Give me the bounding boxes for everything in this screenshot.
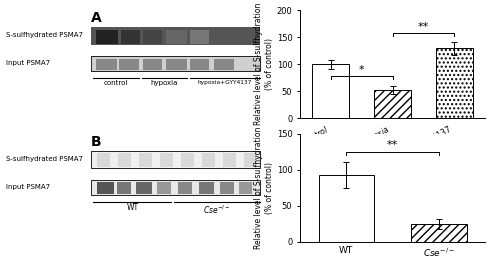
Bar [166, 30, 187, 43]
Text: control: control [104, 80, 128, 86]
Bar [98, 153, 110, 167]
Text: S-sulfhydrated PSMA7: S-sulfhydrated PSMA7 [6, 32, 84, 39]
Bar [117, 182, 131, 194]
Bar [91, 56, 260, 71]
Bar [178, 182, 192, 194]
Bar [214, 30, 235, 43]
Text: WT: WT [126, 203, 138, 212]
Bar [198, 182, 214, 194]
Bar [411, 224, 467, 242]
Y-axis label: Relative level of S-sulfhydration
(% of control): Relative level of S-sulfhydration (% of … [254, 3, 274, 125]
Text: Input PSMA7: Input PSMA7 [6, 183, 51, 190]
Bar [157, 182, 172, 194]
Bar [91, 180, 260, 195]
Bar [140, 153, 152, 167]
Bar [318, 175, 374, 242]
Bar [143, 59, 163, 70]
Bar [160, 153, 173, 167]
Text: B: B [90, 135, 102, 149]
Bar [312, 64, 350, 118]
Bar [120, 30, 140, 43]
Bar [91, 151, 260, 168]
Text: *: * [359, 65, 364, 75]
Bar [136, 182, 152, 194]
Bar [96, 30, 118, 43]
Bar [239, 182, 252, 194]
Text: A: A [90, 11, 102, 25]
Bar [181, 153, 194, 167]
Text: hypoxia: hypoxia [150, 80, 178, 86]
Text: $\mathit{Cse}^{-/-}$: $\mathit{Cse}^{-/-}$ [203, 203, 230, 216]
Bar [120, 59, 139, 70]
Text: S-sulfhydrated PSMA7: S-sulfhydrated PSMA7 [6, 156, 84, 162]
Bar [220, 182, 234, 194]
Bar [166, 59, 187, 70]
Text: Input PSMA7: Input PSMA7 [6, 60, 51, 66]
Bar [96, 59, 117, 70]
Bar [190, 30, 209, 43]
Bar [91, 27, 260, 45]
Bar [202, 153, 215, 167]
Text: hypoxia+GYY4137: hypoxia+GYY4137 [198, 80, 252, 85]
Bar [244, 153, 257, 167]
Y-axis label: Relative level of S-sulfhydration
(% of control): Relative level of S-sulfhydration (% of … [254, 126, 274, 249]
Bar [98, 182, 114, 194]
Bar [223, 153, 236, 167]
Bar [143, 30, 163, 43]
Bar [374, 90, 411, 118]
Text: **: ** [387, 140, 398, 150]
Text: **: ** [418, 22, 429, 32]
Bar [190, 59, 209, 70]
Bar [436, 48, 472, 118]
Bar [118, 153, 132, 167]
Bar [214, 59, 234, 70]
